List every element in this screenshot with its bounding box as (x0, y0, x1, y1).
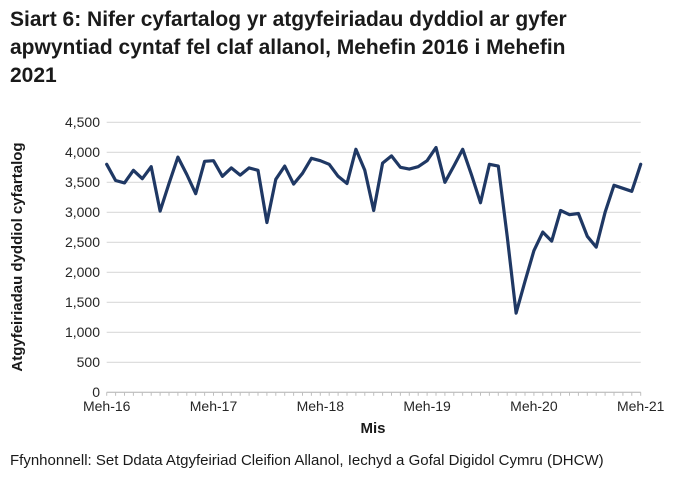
x-tick-label: Meh-16 (82, 398, 131, 414)
x-tick-label: Meh-19 (403, 398, 451, 414)
y-tick-label: 4,000 (64, 144, 100, 161)
x-axis-title: Mis (360, 420, 386, 437)
y-tick-label: 1,000 (64, 324, 100, 341)
chart-title-line-3: 2021 (10, 63, 57, 87)
y-tick-label: 3,000 (64, 204, 100, 221)
x-tick-label: Meh-18 (296, 398, 345, 414)
y-tick-label: 2,500 (64, 234, 100, 251)
y-tick-label: 0 (92, 384, 100, 401)
x-tick-label: Meh-21 (616, 398, 665, 414)
chart-title: Siart 6: Nifer cyfartalog yr atgyfeiriad… (10, 6, 670, 90)
x-tick-label: Meh-17 (189, 398, 238, 414)
y-tick-label: 1,500 (64, 294, 100, 311)
data-line (105, 145, 643, 315)
y-tick-label: 2,000 (64, 264, 100, 281)
y-tick-label: 4,500 (64, 114, 100, 131)
y-tick-label: 3,500 (64, 174, 100, 191)
chart-title-line-1: Siart 6: Nifer cyfartalog yr atgyfeiriad… (10, 8, 567, 31)
source-note: Ffynhonnell: Set Ddata Atgyfeiriad Cleif… (10, 452, 604, 469)
y-tick-label: 500 (76, 354, 100, 371)
x-tick-label: Meh-20 (510, 398, 558, 414)
chart-title-line-2: apwyntiad cyntaf fel claf allanol, Mehef… (10, 35, 566, 59)
